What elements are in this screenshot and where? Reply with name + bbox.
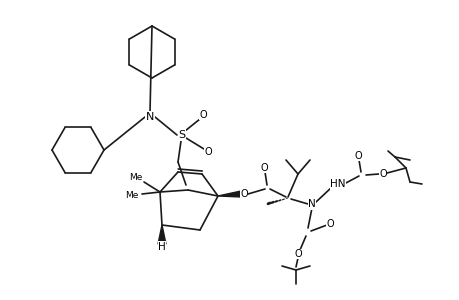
- Text: Me: Me: [129, 173, 142, 182]
- Text: O: O: [294, 249, 301, 259]
- Text: H: H: [158, 242, 166, 252]
- Polygon shape: [218, 191, 241, 197]
- Text: O: O: [378, 169, 386, 179]
- Text: N: N: [308, 199, 315, 209]
- Polygon shape: [157, 225, 166, 244]
- Text: N: N: [146, 112, 154, 122]
- Text: O: O: [353, 151, 361, 161]
- Text: O: O: [240, 189, 247, 199]
- Text: Me: Me: [125, 191, 138, 200]
- Text: O: O: [260, 163, 267, 173]
- Text: O: O: [199, 110, 207, 120]
- Text: S: S: [178, 130, 185, 140]
- Text: O: O: [325, 219, 333, 229]
- Text: HN: HN: [330, 179, 345, 189]
- Text: O: O: [204, 147, 211, 157]
